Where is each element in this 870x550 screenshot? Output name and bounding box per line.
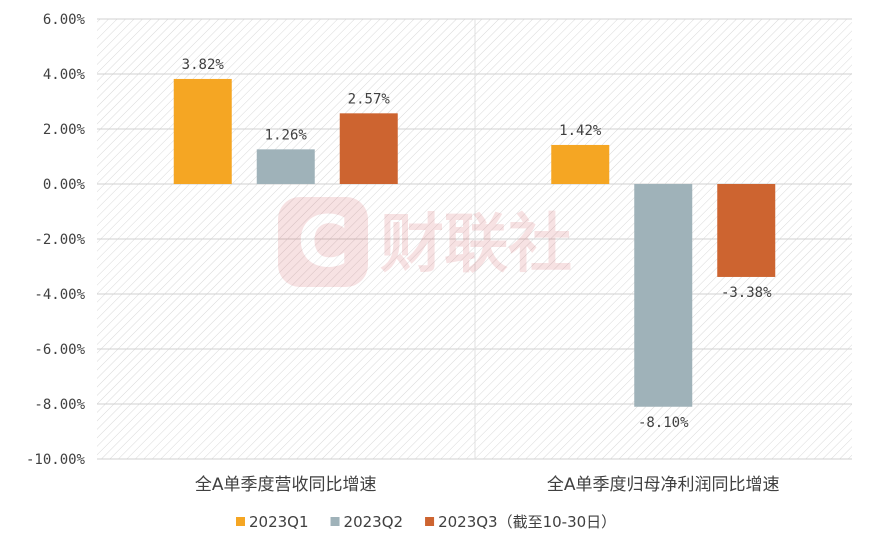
data-labels: 3.82% 1.26% 2.57% 1.42% -8.10% -3.38% — [182, 57, 772, 431]
y-tick-label: 6.00% — [43, 12, 86, 28]
bars — [173, 78, 776, 407]
watermark-text: 财联社 — [380, 208, 572, 282]
data-label: -8.10% — [638, 415, 689, 431]
data-label: 1.26% — [265, 127, 308, 143]
y-tick-label: -4.00% — [34, 287, 85, 303]
data-label: 2.57% — [348, 91, 391, 107]
y-tick-label: -6.00% — [34, 342, 85, 358]
legend-swatch — [236, 517, 245, 526]
data-label: 1.42% — [559, 123, 602, 139]
y-tick-label: 4.00% — [43, 67, 86, 83]
legend-label: 2023Q3（截至10-30日） — [438, 513, 616, 531]
legend-label: 2023Q1 — [249, 513, 309, 531]
category-labels: 全A单季度营收同比增速 全A单季度归母净利润同比增速 — [195, 475, 780, 495]
bar — [339, 113, 398, 184]
data-label: -3.38% — [721, 285, 772, 301]
category-label: 全A单季度归母净利润同比增速 — [547, 475, 780, 495]
legend-swatch — [425, 517, 435, 526]
bar — [551, 144, 610, 184]
bar — [173, 78, 232, 184]
data-label: 3.82% — [182, 57, 225, 73]
legend: 2023Q1 2023Q2 2023Q3（截至10-30日） — [236, 513, 616, 531]
watermark: C 财联社 — [278, 197, 572, 287]
y-tick-label: 0.00% — [43, 177, 86, 193]
bar — [717, 184, 776, 277]
legend-label: 2023Q2 — [344, 513, 404, 531]
category-label: 全A单季度营收同比增速 — [195, 475, 377, 495]
y-tick-label: -10.00% — [26, 452, 86, 468]
y-axis-ticks: 6.00% 4.00% 2.00% 0.00% -2.00% -4.00% -6.00% -8… — [26, 12, 86, 468]
y-tick-label: -2.00% — [34, 232, 85, 248]
legend-swatch — [330, 517, 340, 526]
bar — [256, 149, 315, 184]
watermark-logo — [278, 197, 368, 287]
y-tick-label: 2.00% — [43, 122, 86, 138]
y-tick-label: -8.00% — [34, 397, 85, 413]
bar — [634, 184, 693, 407]
watermark-logo-glyph: C — [297, 201, 348, 283]
